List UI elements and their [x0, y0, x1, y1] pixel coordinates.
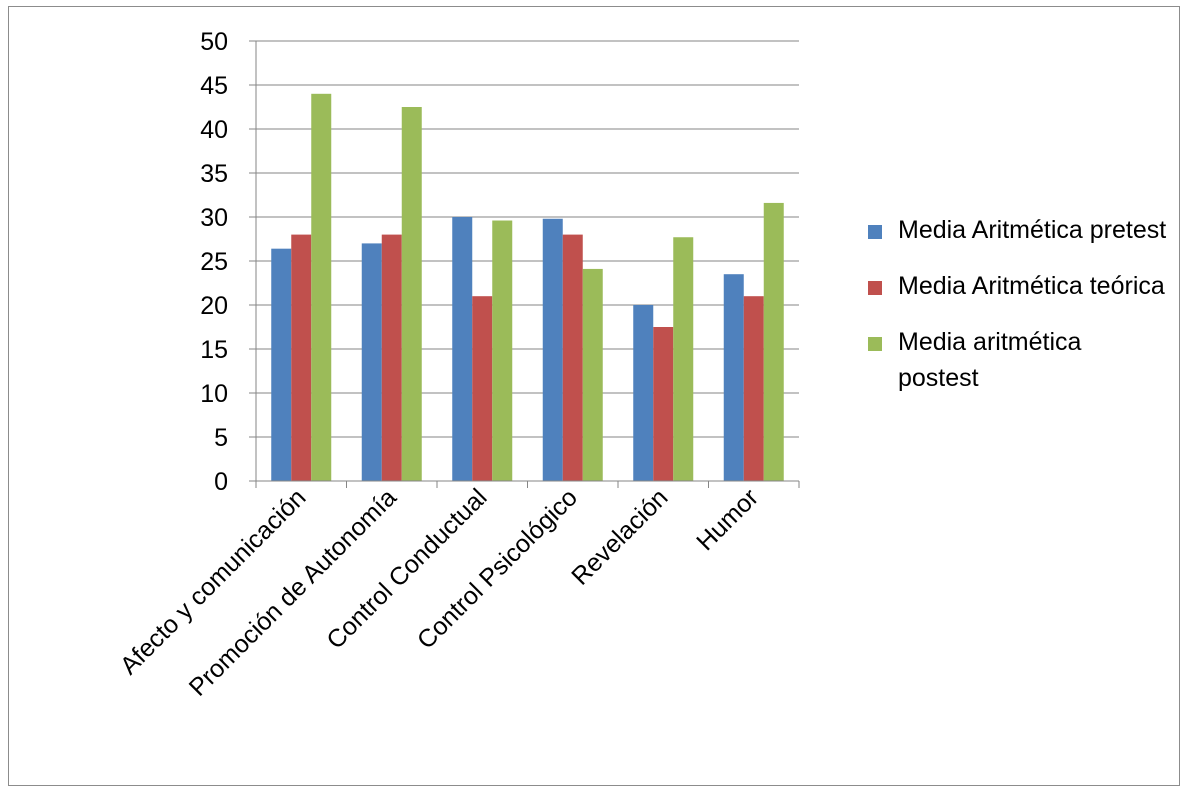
bar-2-series-2	[492, 220, 513, 481]
legend-item-teorica: Media Aritmética teórica	[868, 268, 1168, 304]
bar-5-series-2	[763, 202, 784, 482]
y-tick-label-35: 35	[200, 160, 228, 188]
x-tick-label-4: Revelación	[566, 483, 673, 590]
bar-4-series-1	[653, 327, 674, 481]
y-tick-label-10: 10	[200, 380, 228, 408]
y-tick-label-5: 5	[214, 424, 228, 452]
bar-1-series-0	[361, 243, 382, 481]
x-tick-label-0: Afecto y comunicación	[115, 483, 312, 680]
bar-3-series-0	[542, 218, 563, 481]
x-tick-label-5: Humor	[691, 483, 764, 556]
bar-2-series-1	[472, 296, 493, 481]
y-tick-label-40: 40	[200, 116, 228, 144]
bars	[271, 93, 784, 482]
legend: Media Aritmética pretest Media Aritmétic…	[868, 212, 1168, 416]
y-tick-label-15: 15	[200, 336, 228, 364]
bar-0-series-2	[311, 93, 332, 482]
y-tick-label-50: 50	[200, 28, 228, 56]
bar-0-series-0	[271, 248, 292, 481]
y-tick-label-30: 30	[200, 204, 228, 232]
bar-5-series-0	[723, 274, 744, 481]
legend-swatch-pretest	[868, 225, 882, 239]
legend-swatch-teorica	[868, 281, 882, 295]
bar-2-series-0	[452, 217, 473, 481]
y-tick-label-45: 45	[200, 72, 228, 100]
legend-swatch-postest	[868, 337, 882, 351]
bar-4-series-0	[633, 305, 654, 481]
bar-3-series-2	[582, 268, 603, 481]
y-tick-label-20: 20	[200, 292, 228, 320]
axes	[255, 41, 800, 488]
bar-1-series-1	[381, 234, 402, 481]
legend-label-pretest: Media Aritmética pretest	[898, 216, 1167, 244]
legend-item-pretest: Media Aritmética pretest	[868, 212, 1168, 248]
x-tick-label-2: Control Conductual	[321, 483, 492, 654]
y-tick-label-0: 0	[214, 468, 228, 496]
gridlines	[256, 40, 799, 438]
bar-3-series-1	[562, 234, 583, 481]
bar-4-series-2	[673, 237, 694, 481]
legend-item-postest: Media aritmética postest	[868, 324, 1168, 396]
x-tick-label-3: Control Psicológico	[412, 483, 583, 654]
bar-5-series-1	[743, 296, 764, 481]
y-tick-label-25: 25	[200, 248, 228, 276]
y-axis-ticks: 0 5 10 15 20 25 30 35 40 45 50	[200, 28, 256, 496]
bar-0-series-1	[291, 234, 312, 481]
legend-label-teorica: Media Aritmética teórica	[898, 272, 1165, 300]
legend-label-postest: Media aritmética postest	[898, 328, 1082, 392]
bar-1-series-2	[401, 107, 422, 481]
